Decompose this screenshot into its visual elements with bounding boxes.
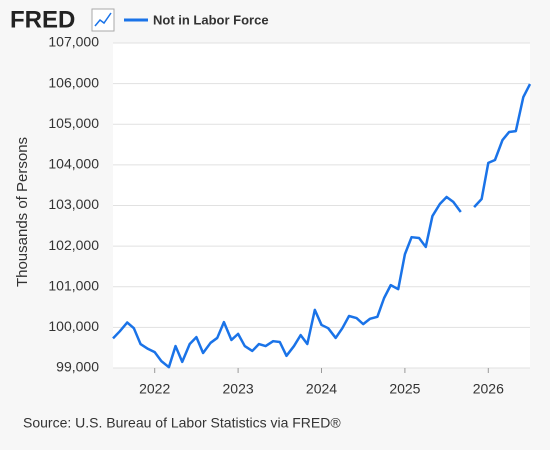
- y-tick-label: 100,000: [48, 318, 99, 334]
- x-tick-label: 2022: [139, 381, 170, 397]
- data-line: [473, 83, 532, 208]
- y-tick-label: 102,000: [48, 237, 99, 253]
- source: Source: U.S. Bureau of Labor Statistics …: [23, 415, 341, 431]
- x-tick-label: 2026: [473, 381, 504, 397]
- y-tick-label: 104,000: [48, 156, 99, 172]
- x-tick-label: 2024: [306, 381, 337, 397]
- y-axis-label: Thousands of Persons: [14, 137, 31, 287]
- data-line: [112, 195, 462, 369]
- x-tick-label: 2023: [223, 381, 254, 397]
- x-tick-label: 2025: [389, 381, 420, 397]
- legend-label: Not in Labor Force: [153, 12, 269, 27]
- y-tick-label: 106,000: [48, 74, 99, 90]
- y-tick-label: 107,000: [48, 34, 99, 50]
- logo-icon: [91, 8, 115, 32]
- y-tick-label: 103,000: [48, 196, 99, 212]
- logo: FRED: [10, 6, 75, 33]
- y-tick-label: 105,000: [48, 115, 99, 131]
- y-tick-label: 101,000: [48, 277, 99, 293]
- y-tick-label: 99,000: [56, 359, 99, 375]
